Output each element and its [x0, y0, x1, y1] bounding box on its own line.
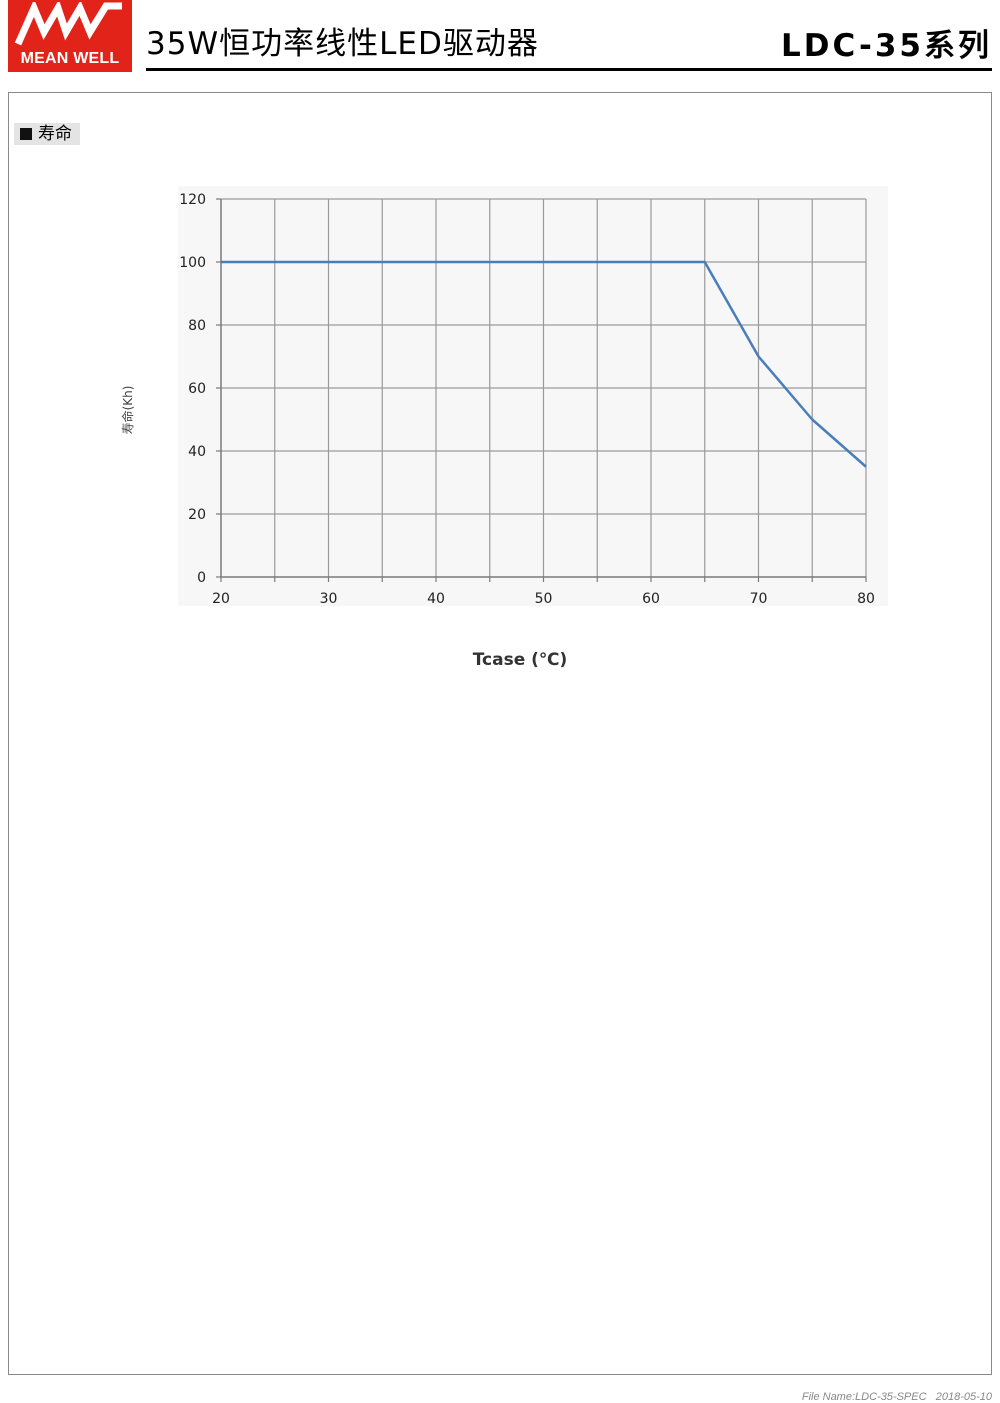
plot-background — [178, 186, 888, 606]
x-tick-label: 80 — [857, 591, 875, 607]
series-layer — [220, 260, 867, 468]
x-tick-label: 70 — [750, 591, 768, 607]
y-tick-label: 60 — [188, 381, 206, 397]
y-tick-label: 80 — [188, 318, 206, 334]
tick-labels: 0 20 40 60 80 100 120 20 30 40 50 60 70 80 — [179, 192, 875, 607]
footer-date: 2018-05-10 — [935, 1391, 992, 1403]
x-tick-label: 30 — [320, 591, 338, 607]
y-tick-label: 40 — [188, 444, 206, 460]
square-bullet-icon — [20, 128, 32, 140]
x-tick-label: 60 — [642, 591, 660, 607]
y-axis-label: 寿命(Kh) — [120, 386, 135, 435]
x-axis-label: Tcase (℃) — [473, 650, 568, 670]
header-divider — [146, 68, 992, 71]
y-tick-label: 120 — [179, 192, 206, 208]
mw-logo-icon — [14, 2, 122, 46]
section-heading: 寿命 — [14, 123, 80, 145]
x-tick-label: 20 — [212, 591, 230, 607]
logo-text: MEAN WELL — [20, 50, 120, 67]
section-label: 寿命 — [38, 124, 72, 144]
series-title: LDC-35系列 — [781, 28, 992, 64]
lifetime-chart: 0 20 40 60 80 100 120 20 30 40 50 60 70 80 寿命(Kh) Tca… — [120, 186, 888, 670]
content-frame — [8, 92, 992, 1375]
document-title: 35W恒功率线性LED驱动器 — [146, 26, 539, 62]
y-tick-label: 100 — [179, 255, 206, 271]
x-tick-label: 50 — [535, 591, 553, 607]
y-tick-label: 0 — [197, 570, 206, 586]
y-tick-label: 20 — [188, 507, 206, 523]
brand-logo: MEAN WELL — [8, 0, 132, 72]
footer-file-name: File Name:LDC-35-SPEC — [801, 1391, 927, 1403]
footer: File Name:LDC-35-SPEC 2018-05-10 — [802, 1391, 992, 1403]
x-tick-label: 40 — [427, 591, 445, 607]
